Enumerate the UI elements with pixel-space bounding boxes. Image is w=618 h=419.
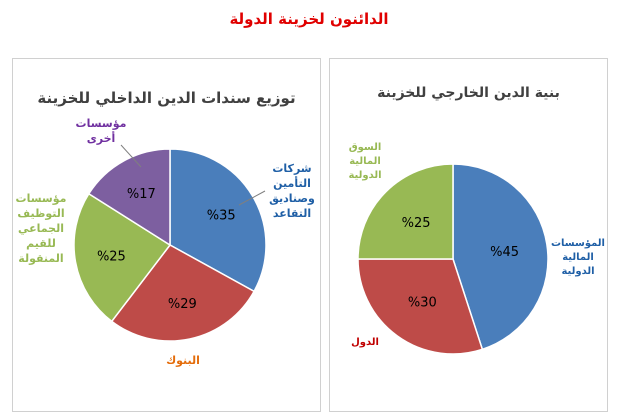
category-label-line: للقيم [26,237,56,250]
slice-other-institutions [87,148,171,247]
category-label-line: التأمين [273,177,311,190]
category-label-line: السوق [348,142,382,153]
slice-collective-investment-value-label: %25 [97,250,126,265]
category-label-line: الدولية [348,170,382,181]
legend-label-banks: البنوك [153,353,213,368]
external-debt-chart-title: بنية الدين الخارجي للخزينة [377,85,560,101]
legend-label-countries: الدول [342,335,388,350]
slice-banks-value-label: %29 [168,297,197,312]
category-label-line: الدولية [561,266,595,277]
internal-debt-chart-title: توزيع سندات الدين الداخلي للخزينة [37,89,296,107]
external-debt-pie-chart: %45 %30 %25 [357,163,549,355]
legend-label-insurance-pension: شركات التأمين وصناديق التقاعد [265,161,319,221]
internal-debt-pie-chart: %35 %29 %25 %17 [73,144,267,342]
category-label-line: الدول [351,337,379,348]
slice-countries-value-label: %30 [408,295,437,310]
leader-line-other-institutions [120,144,142,168]
slice-international-financial-market [357,163,454,260]
legend-label-collective-investment: مؤسسات التوظيف الجماعي للقيم المنقولة [13,191,69,266]
leader-line-insurance-pension [238,190,266,206]
legend-label-international-financial-market: السوق المالية الدولية [342,141,388,183]
category-label-line: مؤسسات [75,117,127,130]
category-label-line: الجماعي [18,222,64,235]
category-label-line: وصناديق [269,192,315,205]
category-label-line: المالية [562,252,594,263]
slice-other-institutions-value-label: %17 [127,187,156,202]
category-label-line: المؤسسات [551,238,605,249]
main-title: الدائنون لخزينة الدولة [229,10,389,28]
legend-label-other-institutions: مؤسسات أخرى [71,116,131,146]
slice-banks [110,244,256,342]
category-label-line: البنوك [166,354,200,367]
external-debt-panel: بنية الدين الخارجي للخزينة %45 %30 %25 الم… [329,58,608,412]
category-label-line: شركات [272,162,312,175]
category-label-line: التقاعد [272,207,312,220]
category-label-line: أخرى [86,132,116,145]
slice-international-financial-institutions [452,163,549,351]
slice-international-financial-institutions-value-label: %45 [490,245,519,260]
category-label-line: المنقولة [18,252,64,265]
internal-debt-panel: توزيع سندات الدين الداخلي للخزينة %35 %29… [12,58,321,412]
slice-international-financial-market-value-label: %25 [402,216,431,231]
category-label-line: المالية [349,156,381,167]
slice-collective-investment [73,192,172,323]
category-label-line: التوظيف [17,207,65,220]
slice-countries [357,258,484,355]
legend-label-international-financial-institutions: المؤسسات المالية الدولية [550,237,606,279]
slice-insurance-pension-value-label: %35 [207,209,236,224]
category-label-line: مؤسسات [15,192,67,205]
slice-insurance-pension [169,148,267,293]
